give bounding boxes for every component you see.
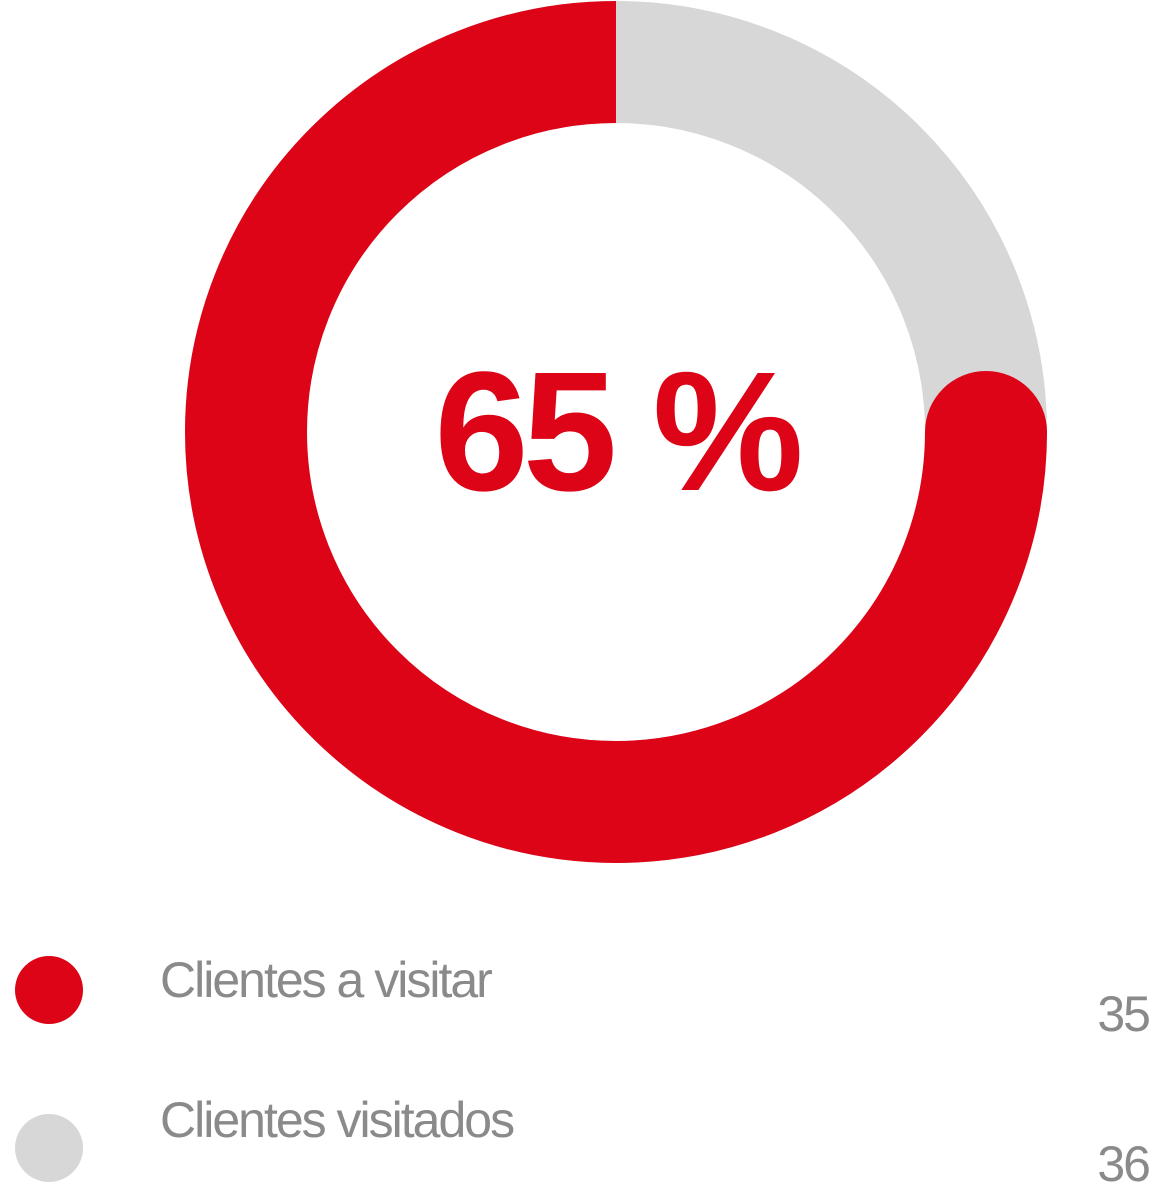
legend-label: Clientes a visitar	[160, 952, 493, 1008]
donut-slice-clientes-a-visitar	[185, 1, 1047, 863]
legend-item-clientes-a-visitar: Clientes a visitar 35	[0, 950, 1155, 1042]
legend-item-clientes-visitados: Clientes visitados 36	[0, 1090, 1155, 1192]
legend-value: 35	[1097, 986, 1151, 1042]
donut-chart: 65 %	[185, 1, 1047, 863]
donut-center-value: 65 %	[434, 337, 799, 527]
legend-label: Clientes visitados	[160, 1092, 515, 1148]
donut-progress-cap	[925, 371, 1047, 493]
legend-marker-gray	[15, 1114, 83, 1182]
legend-marker-red	[15, 956, 83, 1024]
legend-value: 36	[1097, 1136, 1151, 1192]
